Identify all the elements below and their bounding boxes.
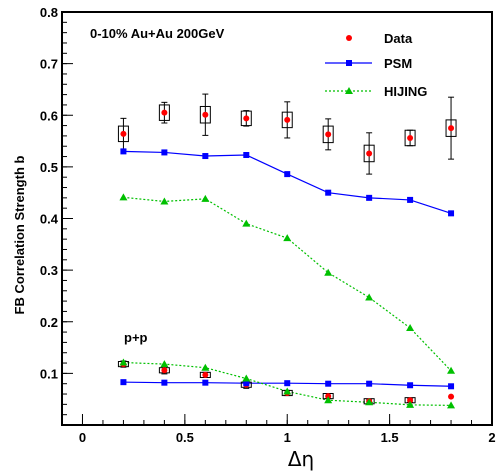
- y-tick-label: 0.3: [40, 263, 58, 278]
- hijing-point: [119, 193, 128, 201]
- pp-hijing-point: [283, 387, 292, 395]
- pp-psm-point: [284, 380, 291, 387]
- y-tick-label: 0.4: [40, 212, 59, 227]
- legend-psm-marker: [346, 60, 352, 66]
- y-tick-label: 0.8: [40, 5, 58, 20]
- hijing-point: [201, 194, 210, 202]
- pp-psm-point: [325, 380, 332, 387]
- psm-point: [407, 196, 414, 203]
- pp-data-point: [202, 371, 209, 378]
- x-tick-label: 0: [79, 430, 86, 445]
- pp-psm-point: [366, 380, 373, 387]
- data-point: [325, 131, 332, 138]
- pp-data-point: [325, 393, 332, 400]
- psm-point: [120, 148, 127, 155]
- data-point: [202, 111, 209, 118]
- pp-psm-point: [120, 379, 127, 386]
- plot-frame: [61, 11, 493, 426]
- pp-hijing-point: [242, 374, 251, 382]
- pp-hijing-point: [324, 396, 333, 404]
- hijing-point: [447, 366, 456, 374]
- pp-hijing-point: [365, 398, 374, 406]
- x-tick-label: 2: [488, 430, 495, 445]
- y-axis-title: FB Correlation Strength b: [12, 155, 27, 314]
- psm-point: [243, 152, 250, 159]
- psm-point: [448, 210, 455, 217]
- pp-psm-point: [161, 379, 168, 386]
- pp-psm-point: [407, 382, 414, 389]
- pp-psm-point: [448, 383, 455, 390]
- y-tick-label: 0.6: [40, 108, 58, 123]
- pp-hijing-line: [123, 361, 452, 406]
- pp-data-point: [161, 367, 168, 374]
- data-point: [448, 125, 455, 132]
- psm-point: [161, 149, 168, 156]
- data-point: [120, 130, 127, 137]
- pp-hijing-point: [160, 360, 169, 368]
- legend-hijing-marker: [345, 87, 353, 94]
- psm-point: [325, 189, 332, 196]
- psm-point: [284, 171, 291, 178]
- data-point: [284, 116, 291, 123]
- legend-data-label: Data: [384, 31, 413, 46]
- data-point: [161, 109, 168, 116]
- hijing-point: [283, 234, 292, 242]
- legend-data-marker: [346, 35, 352, 41]
- pp-psm-point: [202, 379, 209, 386]
- data-point: [243, 115, 250, 122]
- x-tick-label: 0.5: [176, 430, 194, 445]
- pp-hijing-point: [447, 401, 456, 409]
- hijing-point: [242, 219, 251, 227]
- hijing-point: [365, 293, 374, 301]
- pp-hijing-point: [119, 358, 128, 366]
- legend-psm-label: PSM: [384, 56, 412, 71]
- pp-hijing-point: [201, 363, 210, 371]
- y-tick-label: 0.1: [40, 366, 58, 381]
- psm-point: [202, 153, 209, 160]
- hijing-point: [406, 323, 415, 331]
- x-tick-label: 1: [284, 430, 291, 445]
- hijing-point: [160, 197, 169, 205]
- x-tick-label: 1.5: [381, 430, 399, 445]
- y-tick-label: 0.5: [40, 160, 58, 175]
- pp-hijing-point: [406, 400, 415, 408]
- x-axis-title: Δη: [288, 447, 314, 471]
- legend-hijing-label: HIJING: [384, 84, 427, 99]
- data-point: [366, 150, 373, 157]
- system-annotation: 0-10% Au+Au 200GeV: [90, 26, 225, 41]
- pp-psm-point: [243, 380, 250, 387]
- pp-data-point: [448, 393, 455, 400]
- pp-data-point: [407, 397, 414, 404]
- psm-point: [366, 194, 373, 201]
- data-point: [407, 134, 414, 141]
- y-tick-label: 0.2: [40, 315, 58, 330]
- pp-annotation: p+p: [124, 330, 148, 345]
- y-tick-label: 0.7: [40, 57, 58, 72]
- hijing-point: [324, 268, 333, 276]
